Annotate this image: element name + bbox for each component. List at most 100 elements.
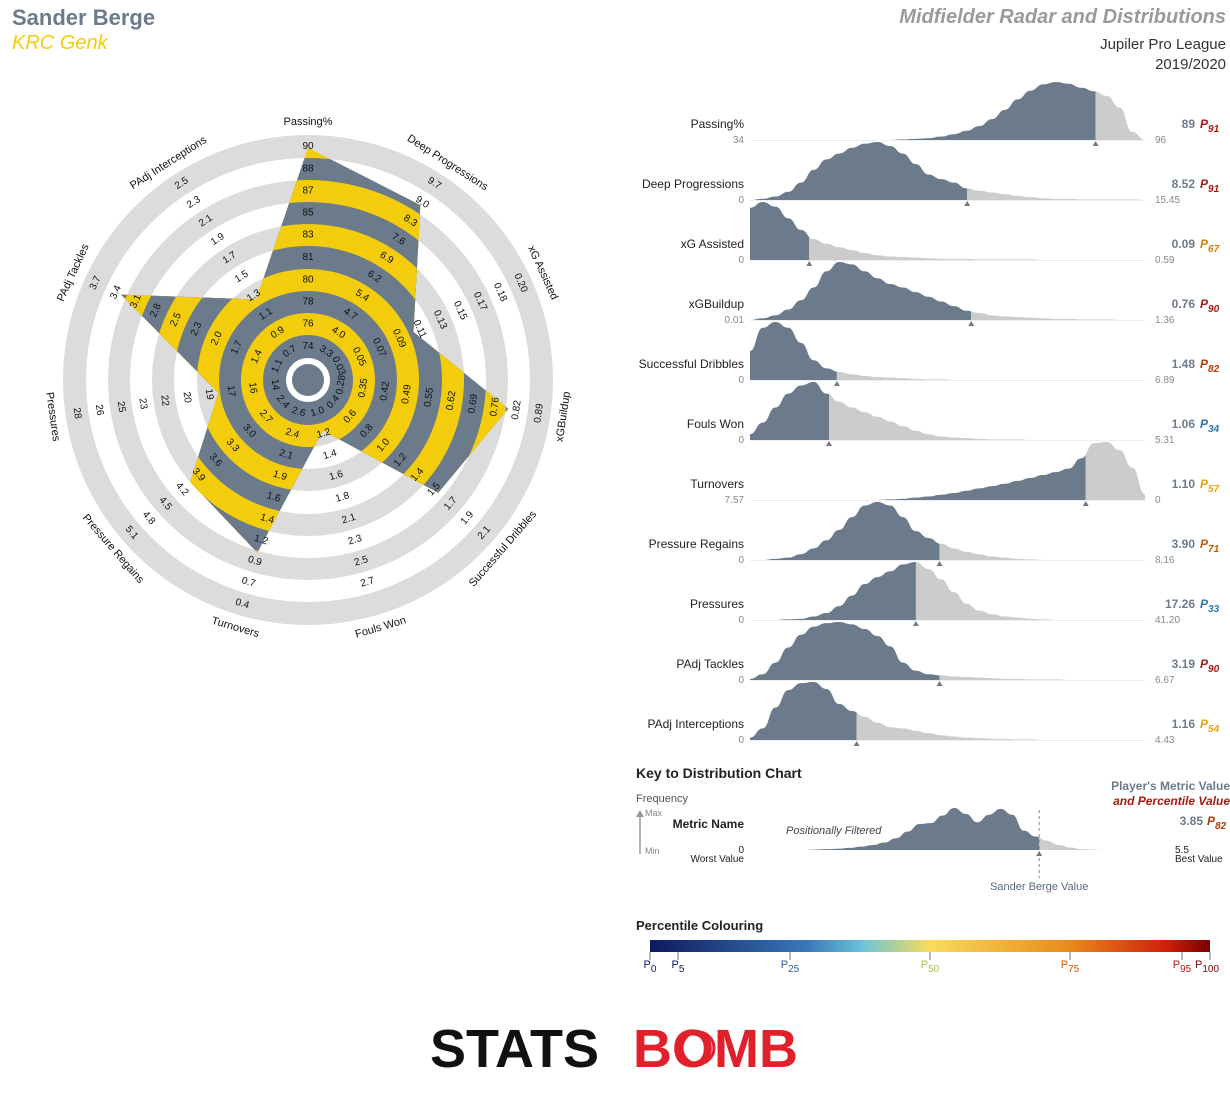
metric-value: 1.06 — [1172, 417, 1196, 431]
percentile-colour-bar — [650, 940, 1210, 952]
metric-max-label: 0.59 — [1155, 255, 1175, 266]
radar-tick-label: 2.1 — [278, 448, 295, 463]
radar-tick-label: 0.62 — [445, 390, 459, 411]
logo-target-icon — [680, 1030, 716, 1066]
metric-percentile: P91 — [1200, 177, 1220, 195]
metric-min-label: 0 — [738, 255, 744, 266]
radar-tick-label: 2.4 — [284, 426, 301, 441]
percentile-tick-label: P0 — [644, 959, 657, 975]
radar-tick-label: 25 — [115, 401, 128, 414]
distribution-area-below — [750, 202, 810, 260]
metric-min-label: 0.01 — [725, 315, 745, 326]
metric-value: 3.90 — [1172, 537, 1196, 551]
radar-chart: 74767880818385878890Passing%3.34.04.75.4… — [43, 116, 573, 641]
player-value-marker — [826, 441, 832, 446]
metric-name: Turnovers — [690, 477, 744, 491]
metric-min-label: 7.57 — [725, 495, 745, 506]
metric-name: Deep Progressions — [642, 177, 744, 191]
player-value-marker — [1092, 141, 1099, 146]
metric-value: 3.19 — [1172, 657, 1196, 671]
radar-tick-label: 2.0 — [209, 329, 225, 347]
radar-tick-label: 0.28 — [334, 374, 348, 395]
key-max-label: Max — [645, 808, 663, 818]
metric-name: PAdj Tackles — [676, 657, 744, 671]
league-name: Jupiler Pro League — [1100, 36, 1226, 53]
radar-tick-label: 90 — [302, 141, 314, 152]
radar-tick-label: 3.7 — [88, 274, 104, 292]
distribution-area-below — [750, 622, 940, 680]
key-frequency-label: Frequency — [636, 793, 688, 805]
distribution-area-above — [915, 562, 1145, 620]
metric-max-label: 4.43 — [1155, 735, 1175, 746]
radar-tick-label: 0.82 — [510, 399, 524, 420]
distribution-area-below — [750, 382, 829, 440]
radar-tick-label: 19 — [203, 388, 216, 401]
radar-tick-label: 2.7 — [359, 575, 376, 590]
radar-tick-label: 0.35 — [357, 377, 371, 398]
metric-min-label: 0 — [738, 735, 744, 746]
player-value-marker — [806, 261, 813, 266]
metric-name: Fouls Won — [687, 417, 744, 431]
radar-tick-label: 2.5 — [168, 311, 184, 329]
key-distribution-above — [1039, 837, 1140, 850]
radar-tick-label: 76 — [302, 319, 314, 330]
metric-max-label: 96 — [1155, 135, 1167, 146]
metric-name: PAdj Interceptions — [648, 717, 745, 731]
metric-percentile: P34 — [1200, 417, 1220, 435]
distribution-area-above — [856, 712, 1145, 740]
key-min-label: Min — [645, 846, 660, 856]
radar-tick-label: 1.4 — [259, 512, 276, 527]
metric-min-label: 0 — [738, 375, 744, 386]
key-worst-value: 0 — [738, 845, 744, 856]
key-player-value-label: Sander Berge Value — [990, 881, 1088, 893]
radar-tick-label: 14 — [269, 378, 282, 391]
metric-name: Pressure Regains — [649, 537, 744, 551]
percentile-tick-label: P25 — [781, 959, 800, 975]
radar-tick-label: 0.4 — [234, 597, 251, 612]
radar-tick-label: 88 — [302, 164, 314, 175]
metric-max-label: 6.67 — [1155, 675, 1175, 686]
key-example-value: 3.85 — [1180, 814, 1204, 828]
metric-max-label: 15.45 — [1155, 195, 1180, 206]
distribution-area-above — [971, 311, 1145, 320]
radar-tick-label: 78 — [302, 297, 314, 308]
distribution-area-above — [829, 394, 1145, 440]
radar-tick-label: 1.2 — [316, 426, 333, 441]
radar-tick-label: 81 — [302, 252, 314, 263]
radar-tick-label: 3.1 — [128, 292, 144, 310]
player-value-marker — [964, 201, 971, 206]
distribution-charts: Passing% 34 96 89 P91 Deep Progressions 0 15.45… — [636, 82, 1230, 975]
team-name: KRC Genk — [12, 32, 108, 54]
metric-max-label: 0 — [1155, 495, 1161, 506]
metric-value: 89 — [1182, 117, 1196, 131]
distribution-area-below — [750, 142, 968, 200]
radar-tick-label: 0.55 — [422, 387, 436, 408]
radar-tick-label: 16 — [246, 382, 259, 395]
metric-min-label: 0 — [738, 555, 744, 566]
radar-tick-label: 0.7 — [240, 575, 257, 590]
radar-tick-label: 17 — [225, 385, 238, 398]
metric-percentile: P67 — [1200, 237, 1220, 255]
radar-tick-label: 22 — [158, 394, 171, 407]
key-legend-line1: Player's Metric Value — [1111, 779, 1230, 793]
metric-percentile: P71 — [1200, 537, 1220, 555]
metric-percentile: P57 — [1200, 477, 1220, 495]
radar-tick-label: 28 — [71, 407, 84, 420]
radar-tick-label: 20 — [181, 391, 194, 404]
radar-tick-label: 1.8 — [334, 490, 351, 505]
distribution-area-above — [939, 675, 1145, 681]
distribution-area-above — [1085, 442, 1145, 500]
player-value-marker — [936, 681, 943, 686]
metric-value: 1.48 — [1172, 357, 1196, 371]
key-distribution-below — [780, 808, 1040, 850]
radar-tick-label: 2.3 — [189, 320, 205, 338]
radar-tick-label: 85 — [302, 208, 314, 219]
metric-percentile: P82 — [1200, 357, 1220, 375]
metric-min-label: 0 — [738, 615, 744, 626]
radar-tick-label: 1.4 — [322, 447, 339, 462]
key-metric-label: Metric Name — [673, 817, 745, 831]
distribution-area-above — [967, 188, 1145, 200]
radar-tick-label: 2.5 — [353, 554, 370, 569]
metric-max-label: 1.36 — [1155, 315, 1175, 326]
metric-value: 8.52 — [1172, 177, 1196, 191]
